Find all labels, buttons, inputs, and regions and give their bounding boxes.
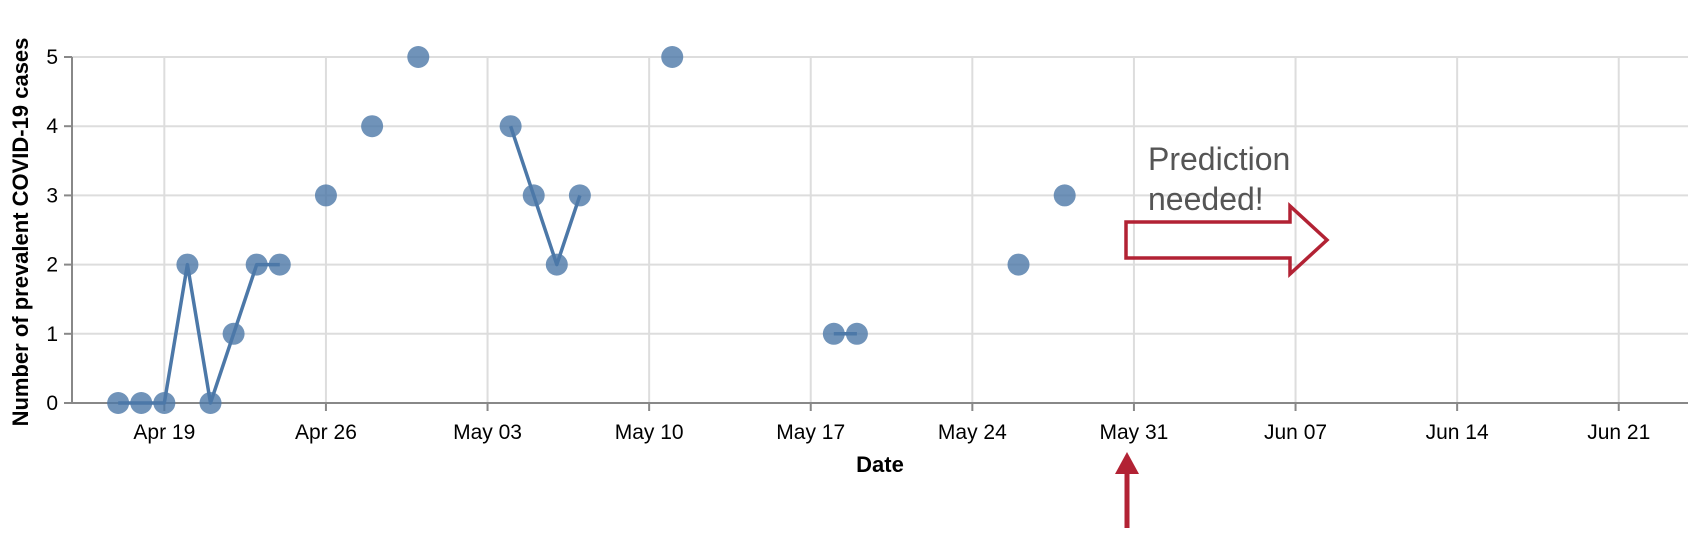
data-points [107, 46, 1076, 414]
x-tick-label: Jun 14 [1426, 421, 1489, 444]
data-point [245, 253, 268, 276]
y-tick-label: 4 [46, 115, 58, 138]
data-point [845, 322, 868, 345]
data-point [222, 322, 245, 345]
y-tick-label: 3 [46, 184, 58, 207]
annotation-line-2: needed! [1148, 181, 1264, 217]
data-point [568, 184, 591, 207]
data-point [545, 253, 568, 276]
prediction-annotation: Prediction needed! [1115, 141, 1330, 528]
y-tick-label: 0 [46, 392, 58, 415]
data-point [822, 322, 845, 345]
data-point [661, 46, 684, 68]
prediction-right-arrow [1124, 202, 1330, 278]
prediction-date-up-arrow [1115, 452, 1139, 528]
data-point [130, 392, 153, 414]
data-point [199, 392, 222, 414]
annotation-line-1: Prediction [1148, 141, 1290, 177]
y-tick-label: 5 [46, 46, 58, 69]
data-point [1053, 184, 1076, 207]
grid [72, 56, 1688, 403]
data-point [176, 253, 199, 276]
data-point [268, 253, 291, 276]
y-tick-label: 2 [46, 254, 58, 277]
x-tick-label: May 17 [776, 421, 845, 444]
axes: 0 1 2 3 4 5 Apr 19 Apr 26 May 03 May 10 May 17 May … [46, 46, 1688, 444]
x-tick-label: May 10 [615, 421, 684, 444]
x-tick-label: May 24 [938, 421, 1007, 444]
x-tick-label: Apr 19 [133, 421, 195, 444]
series-line-segment [508, 125, 582, 267]
x-axis-title: Date [856, 452, 904, 477]
y-tick-label: 1 [46, 323, 58, 346]
data-point [407, 46, 430, 68]
data-point [107, 392, 130, 414]
data-point [1007, 253, 1030, 276]
x-tick-label: May 31 [1100, 421, 1169, 444]
data-point [499, 115, 522, 138]
x-tick-label: May 03 [453, 421, 522, 444]
data-point [522, 184, 545, 207]
y-axis-title: Number of prevalent COVID-19 cases [8, 38, 33, 427]
x-tick-label: Jun 07 [1264, 421, 1327, 444]
data-point [314, 184, 337, 207]
x-tick-label: Apr 26 [295, 421, 357, 444]
data-point [153, 392, 176, 414]
x-tick-label: Jun 21 [1587, 421, 1650, 444]
data-point [361, 115, 384, 138]
